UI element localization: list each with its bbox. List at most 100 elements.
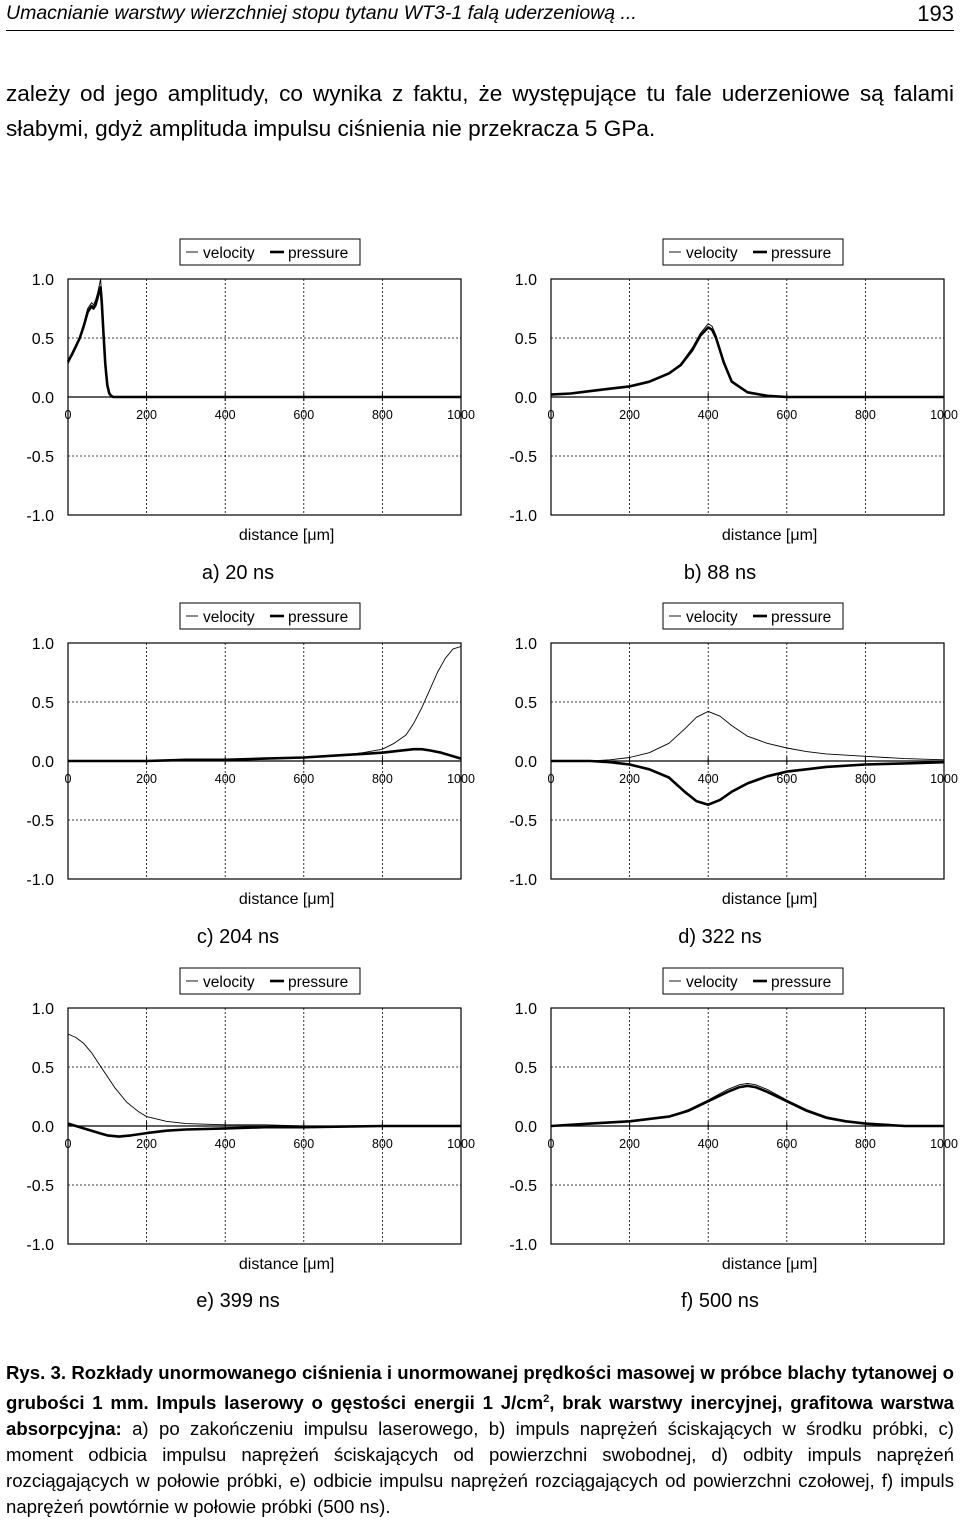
legend-label-velocity: velocity	[203, 245, 255, 262]
x-tick-label: 0	[548, 1137, 555, 1151]
y-tick-label: -0.5	[509, 813, 537, 830]
y-tick-label: 0.5	[32, 1060, 54, 1077]
x-tick-label: 0	[548, 408, 555, 422]
legend-label-velocity: velocity	[686, 609, 738, 626]
y-tick-label: 1.0	[32, 272, 54, 289]
legend: velocity pressure	[179, 967, 361, 995]
series-line-velocity	[551, 710, 945, 762]
x-tick-label: 200	[619, 1137, 640, 1151]
subfigure-label: a) 20 ns	[201, 562, 275, 584]
caption-bold: Rys. 3. Rozkłady unormowanego ciśnienia …	[6, 1362, 954, 1439]
chart-panel-1: 1.0 0.5 0.0 -0.5 -1.0 0 200 400 600 800 1000 distan…	[26, 238, 475, 544]
x-tick-label: 600	[776, 772, 797, 786]
y-tick-label: 1.0	[32, 636, 54, 653]
x-axis-label: distance [μm]	[239, 1256, 334, 1273]
chart-panel-4: 1.0 0.5 0.0 -0.5 -1.0 0 200 400 600 800 1000 distan…	[509, 602, 958, 908]
x-tick-label: 400	[215, 772, 236, 786]
legend-label-pressure: pressure	[288, 974, 348, 991]
legend-label-velocity: velocity	[686, 974, 738, 991]
series-line-pressure	[67, 1122, 461, 1138]
y-tick-label: 1.0	[515, 1001, 537, 1018]
y-tick-label: 0.5	[32, 695, 54, 712]
running-header: Umacnianie warstwy wierzchniej stopu tyt…	[6, 1, 954, 31]
subfigure-label: d) 322 ns	[678, 926, 762, 948]
caption-normal-text: a) po zakończeniu impulsu laserowego, b)…	[6, 1418, 954, 1518]
legend-label-pressure: pressure	[288, 609, 348, 626]
y-tick-label: -1.0	[509, 872, 537, 889]
series-line-velocity	[67, 1033, 461, 1127]
legend-label-pressure: pressure	[288, 245, 348, 262]
y-tick-label: 1.0	[32, 1001, 54, 1018]
chart-panel-2: 1.0 0.5 0.0 -0.5 -1.0 0 200 400 600 800 1000 distan…	[509, 238, 958, 544]
legend-label-pressure: pressure	[771, 245, 831, 262]
caption-bold-text-2: , brak warstwy inercyjnej, grafitowa war…	[6, 1392, 955, 1440]
series-line-pressure	[551, 759, 945, 806]
x-tick-label: 800	[855, 408, 876, 422]
x-tick-label: 800	[372, 408, 393, 422]
x-tick-label: 1000	[930, 1137, 958, 1151]
series-line-pressure	[550, 1084, 944, 1128]
x-tick-label: 0	[65, 408, 72, 422]
x-axis-label: distance [μm]	[722, 891, 817, 908]
x-tick-label: 400	[698, 1137, 719, 1151]
x-axis-label: distance [μm]	[722, 1256, 817, 1273]
subfigure-label: b) 88 ns	[683, 562, 757, 584]
x-tick-label: 600	[293, 408, 314, 422]
x-tick-label: 400	[215, 1137, 236, 1151]
x-tick-label: 600	[776, 1137, 797, 1151]
legend: velocity pressure	[179, 602, 361, 630]
x-tick-label: 800	[855, 772, 876, 786]
x-tick-label: 200	[619, 772, 640, 786]
legend-label-pressure: pressure	[771, 609, 831, 626]
figure-caption: Rys. 3. Rozkłady unormowanego ciśnienia …	[6, 1360, 954, 1520]
x-tick-label: 400	[698, 772, 719, 786]
y-tick-label: -0.5	[26, 813, 54, 830]
x-tick-label: 800	[855, 1137, 876, 1151]
y-tick-label: 0.0	[32, 1119, 54, 1136]
chart-panel-5: 1.0 0.5 0.0 -0.5 -1.0 0 200 400 600 800 1000 distan…	[26, 967, 475, 1273]
y-tick-label: 0.5	[32, 331, 54, 348]
legend: velocity pressure	[662, 602, 844, 630]
x-axis-label: distance [μm]	[722, 527, 817, 544]
y-tick-label: 0.5	[515, 331, 537, 348]
y-tick-label: -1.0	[26, 872, 54, 889]
y-tick-label: -1.0	[509, 508, 537, 525]
y-tick-label: 1.0	[515, 636, 537, 653]
legend-label-pressure: pressure	[771, 974, 831, 991]
legend: velocity pressure	[179, 238, 361, 266]
caption-superscript: 2	[543, 1393, 550, 1405]
y-tick-label: 0.0	[32, 754, 54, 771]
y-tick-label: -1.0	[509, 1237, 537, 1254]
y-tick-label: -1.0	[26, 508, 54, 525]
x-tick-label: 1000	[930, 408, 958, 422]
x-tick-label: 600	[293, 1137, 314, 1151]
x-tick-label: 200	[619, 408, 640, 422]
x-axis-label: distance [μm]	[239, 527, 334, 544]
x-tick-label: 200	[136, 1137, 157, 1151]
y-tick-label: 0.5	[515, 1060, 537, 1077]
y-tick-label: 0.0	[515, 1119, 537, 1136]
x-tick-label: 800	[372, 772, 393, 786]
y-tick-label: -1.0	[26, 1237, 54, 1254]
y-tick-label: 0.0	[32, 390, 54, 407]
y-tick-label: -0.5	[26, 1178, 54, 1195]
intro-text: zależy od jego amplitudy, co wynika z fa…	[6, 81, 954, 141]
y-tick-label: 1.0	[515, 272, 537, 289]
x-tick-label: 1000	[447, 772, 475, 786]
subfigure-label: e) 399 ns	[196, 1290, 280, 1312]
series-line-pressure	[68, 747, 462, 763]
x-tick-label: 400	[215, 408, 236, 422]
x-tick-label: 600	[776, 408, 797, 422]
x-tick-label: 0	[65, 1137, 72, 1151]
x-tick-label: 1000	[447, 408, 475, 422]
x-tick-label: 0	[65, 772, 72, 786]
running-title: Umacnianie warstwy wierzchniej stopu tyt…	[6, 2, 637, 24]
subfigure-label: f) 500 ns	[681, 1290, 759, 1312]
page-number: 193	[917, 1, 954, 26]
legend-label-velocity: velocity	[686, 245, 738, 262]
legend-label-velocity: velocity	[203, 609, 255, 626]
x-tick-label: 600	[293, 772, 314, 786]
intro-paragraph: zależy od jego amplitudy, co wynika z fa…	[6, 76, 954, 146]
x-tick-label: 200	[136, 408, 157, 422]
y-tick-label: 0.0	[515, 754, 537, 771]
